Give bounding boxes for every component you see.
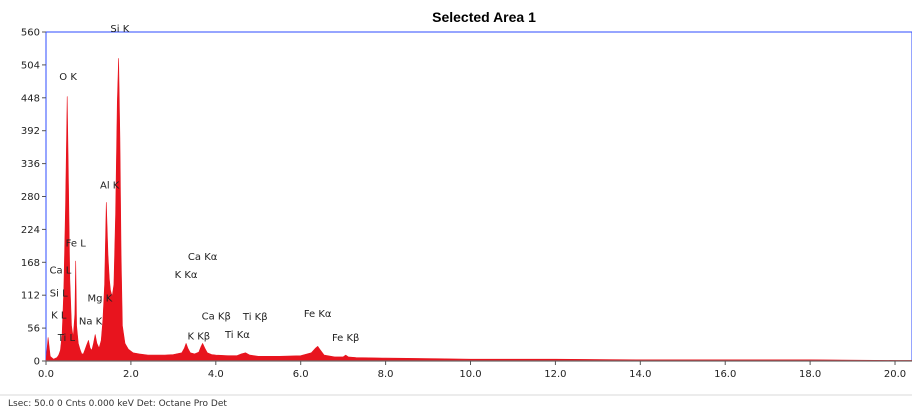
peak-label: Ti Kβ (242, 312, 268, 323)
x-tick-label: 10.0 (459, 369, 481, 380)
y-tick-label: 336 (21, 159, 40, 170)
peak-label: Fe L (66, 238, 87, 249)
y-tick-label: 56 (27, 324, 40, 335)
peak-label: K Kβ (187, 331, 210, 342)
peak-label: Si K (110, 24, 129, 35)
peak-label: Ti Kα (224, 330, 250, 341)
y-tick-label: 112 (21, 291, 40, 302)
peak-label: Al K (100, 180, 120, 191)
chart-title: Selected Area 1 (432, 9, 536, 25)
peak-label: Ca Kα (188, 252, 218, 263)
peak-label: Ca L (49, 265, 71, 276)
plot-area (45, 31, 912, 362)
peak-label: Fe Kβ (332, 333, 359, 344)
peak-label: Na K (79, 317, 103, 328)
x-axis-ticks: 0.0 2.0 4.0 6.0 8.0 10.0 12.0 14.0 16.0 18.0 20.0 (38, 361, 906, 380)
peak-label: Mg K (88, 294, 113, 305)
x-tick-label: 18.0 (799, 369, 821, 380)
x-tick-label: 4.0 (208, 369, 224, 380)
peak-label: K L (51, 311, 67, 322)
x-tick-label: 14.0 (629, 369, 651, 380)
peak-label: O K (59, 72, 77, 83)
peak-label: Ti L (57, 333, 76, 344)
x-tick-label: 20.0 (884, 369, 906, 380)
x-tick-label: 0.0 (38, 369, 54, 380)
y-tick-label: 504 (21, 60, 40, 71)
peak-label: Ca Kβ (202, 311, 231, 322)
peak-label: Si L (50, 288, 68, 299)
spectrum-series-0 (45, 58, 912, 362)
x-tick-label: 12.0 (544, 369, 566, 380)
y-tick-label: 168 (21, 258, 40, 269)
status-bar-text: Lsec: 50.0 0 Cnts 0.000 keV Det: Octane … (8, 399, 227, 409)
y-tick-label: 560 (21, 28, 40, 39)
y-tick-label: 280 (21, 192, 40, 203)
x-tick-label: 8.0 (378, 369, 394, 380)
y-tick-label: 0 (34, 357, 40, 368)
x-tick-label: 16.0 (714, 369, 736, 380)
y-tick-label: 448 (21, 93, 40, 104)
y-tick-label: 392 (21, 126, 40, 137)
spectrum-layer (45, 58, 912, 362)
peak-label: K Kα (175, 270, 198, 281)
y-tick-label: 224 (21, 225, 40, 236)
x-tick-label: 2.0 (123, 369, 139, 380)
y-axis-ticks: 0 56 112 168 224 280 336 392 448 504 560 (21, 28, 46, 368)
x-tick-label: 6.0 (293, 369, 309, 380)
peak-label: Fe Kα (304, 309, 332, 320)
peak-labels: Si K O K Al K Fe L Ca L Si L K L Ti L Mg K Na K Ca… (49, 24, 359, 344)
